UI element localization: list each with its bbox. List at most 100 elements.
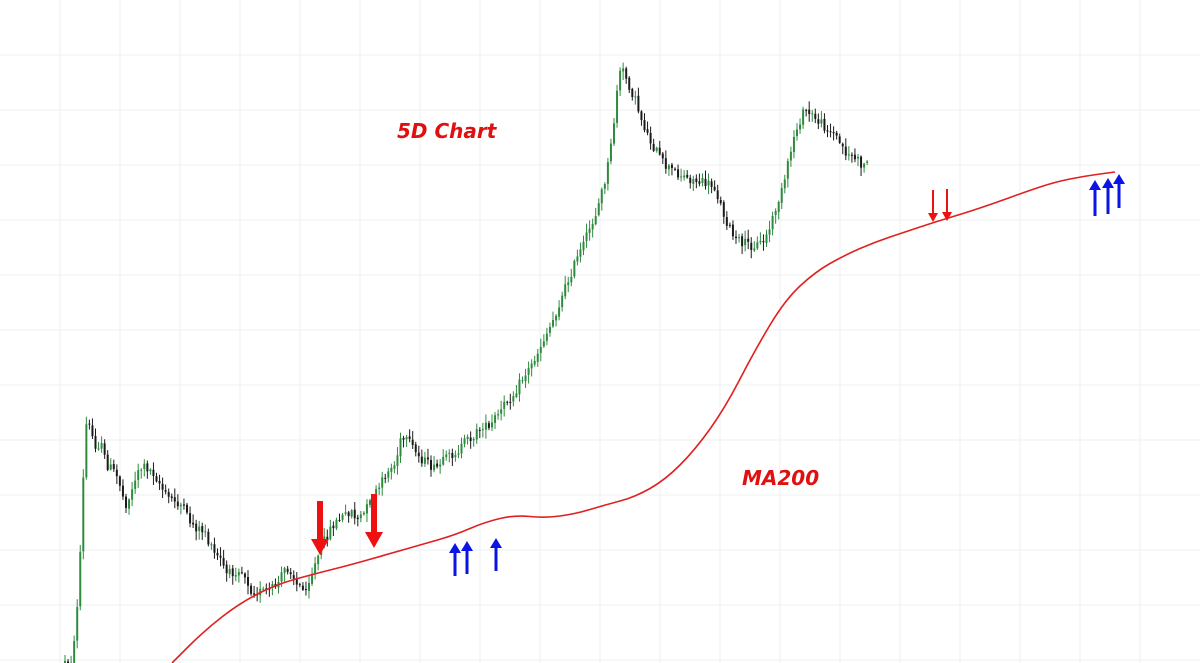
red-down-arrow <box>942 189 952 221</box>
candle-body <box>420 456 423 464</box>
arrow-head <box>449 543 461 553</box>
arrow-shaft <box>1093 189 1097 216</box>
candle-body <box>518 379 521 395</box>
chart-label: 5D Chart <box>397 119 498 143</box>
candle-body <box>674 168 676 170</box>
candle-body <box>335 519 338 529</box>
arrow-head <box>311 539 329 555</box>
candle-body <box>222 557 225 566</box>
candle-body <box>689 177 692 184</box>
candle-body <box>722 202 725 217</box>
candle-body <box>314 563 317 575</box>
candle-body <box>109 464 112 470</box>
candle-body <box>426 457 429 460</box>
candle-body <box>515 393 518 398</box>
candle-body <box>304 589 307 591</box>
candle-body <box>759 240 762 243</box>
candle-body <box>121 485 124 497</box>
candle-body <box>606 162 609 184</box>
candle-body <box>332 525 335 529</box>
candle-body <box>240 572 243 574</box>
candle-body <box>619 70 622 91</box>
arrow-head <box>1113 174 1125 184</box>
candle-body <box>573 260 576 277</box>
candle-body <box>115 469 118 477</box>
candle-body <box>137 470 140 481</box>
candle-body <box>591 223 594 230</box>
candle-body <box>91 425 94 437</box>
candle-body <box>765 234 768 244</box>
candle-body <box>741 236 744 247</box>
candle-body <box>811 113 814 115</box>
signal-arrows <box>311 174 1125 576</box>
candle-body <box>454 455 457 458</box>
arrow-head <box>1089 180 1101 190</box>
candle-body <box>667 165 670 170</box>
candle-body <box>234 575 237 577</box>
candle-body <box>338 519 341 521</box>
candle-body <box>301 585 304 590</box>
candle-body <box>387 471 390 478</box>
candle-body <box>195 523 198 532</box>
candle-body <box>423 457 426 464</box>
candle-body <box>728 224 731 226</box>
candle-body <box>118 476 121 486</box>
candle-body <box>494 415 497 423</box>
candle-body <box>582 241 585 251</box>
candle-body <box>94 436 97 449</box>
candle-body <box>393 465 396 469</box>
candle-body <box>350 510 353 517</box>
candle-body <box>369 500 371 505</box>
candle-body <box>820 119 823 124</box>
arrow-head <box>928 213 938 222</box>
candle-body <box>680 176 683 178</box>
candle-body <box>735 236 737 239</box>
candle-body <box>695 178 698 182</box>
arrow-shaft <box>465 550 469 574</box>
candle-body <box>670 164 673 168</box>
candle-body <box>408 436 411 439</box>
candle-body <box>637 95 640 112</box>
candle-body <box>225 564 228 574</box>
candle-body <box>744 238 747 246</box>
candle-body <box>481 429 484 431</box>
candle-body <box>853 154 856 160</box>
candle-body <box>567 282 570 286</box>
candle-body <box>475 429 478 440</box>
candle-body <box>442 456 445 465</box>
ma200-label: MA200 <box>742 466 819 490</box>
candle-body <box>609 143 612 162</box>
arrow-head <box>942 212 952 221</box>
candle-body <box>192 522 195 525</box>
candle-body <box>469 437 472 442</box>
candle-body <box>445 454 448 458</box>
candle-body <box>762 240 765 243</box>
candle-body <box>329 526 332 540</box>
arrow-head <box>490 538 502 548</box>
candle-body <box>79 551 82 607</box>
candle-body <box>466 436 469 440</box>
candle-body <box>265 588 268 590</box>
candle-body <box>430 460 432 470</box>
candle-body <box>216 552 219 556</box>
candle-body <box>158 480 161 484</box>
candle-body <box>362 512 365 515</box>
candle-body <box>600 189 603 204</box>
candle-body <box>317 555 320 565</box>
candle-body <box>463 438 466 444</box>
candle-body <box>460 443 463 454</box>
candle-body <box>774 210 777 215</box>
candle-body <box>686 174 689 178</box>
candle-body <box>628 77 631 90</box>
candle-body <box>189 513 192 524</box>
candle-body <box>97 448 100 450</box>
candle-body <box>698 181 701 184</box>
candle-body <box>433 464 436 471</box>
blue-up-arrow <box>1102 178 1114 214</box>
candle-body <box>652 143 655 151</box>
candle-body <box>808 109 811 115</box>
candle-body <box>292 575 295 579</box>
candle-body <box>802 109 805 125</box>
candle-body <box>783 179 786 189</box>
candle-body <box>548 327 551 333</box>
